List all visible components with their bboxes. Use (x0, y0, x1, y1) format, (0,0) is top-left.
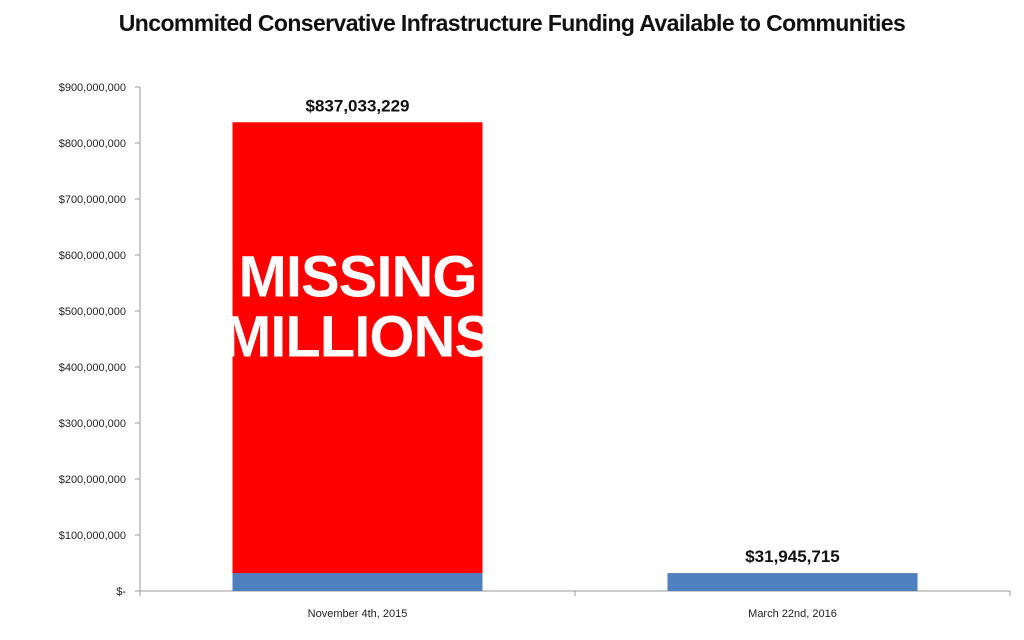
bar-highlight (232, 122, 483, 592)
y-tick-label: $800,000,000 (59, 138, 126, 150)
bar (667, 573, 918, 591)
x-tick-label: November 4th, 2015 (308, 608, 408, 620)
chart-title: Uncommited Conservative Infrastructure F… (118, 10, 906, 36)
data-label: $837,033,229 (306, 96, 410, 115)
x-tick-label: March 22nd, 2016 (748, 608, 837, 620)
y-tick-label: $700,000,000 (59, 194, 126, 206)
bar-annotation-line: MISSING (239, 245, 477, 310)
bar-annotation-line: MILLIONS (223, 305, 492, 370)
y-tick-label: $500,000,000 (59, 306, 126, 318)
y-tick-label: $600,000,000 (59, 250, 126, 262)
y-tick-label: $200,000,000 (59, 474, 126, 486)
y-tick-label: $100,000,000 (59, 530, 126, 542)
y-tick-label: $300,000,000 (59, 418, 126, 430)
y-tick-label: $- (116, 586, 126, 598)
bar-base-segment (232, 573, 483, 591)
data-label: $31,945,715 (745, 547, 840, 566)
y-tick-label: $900,000,000 (59, 82, 126, 94)
y-tick-label: $400,000,000 (59, 362, 126, 374)
